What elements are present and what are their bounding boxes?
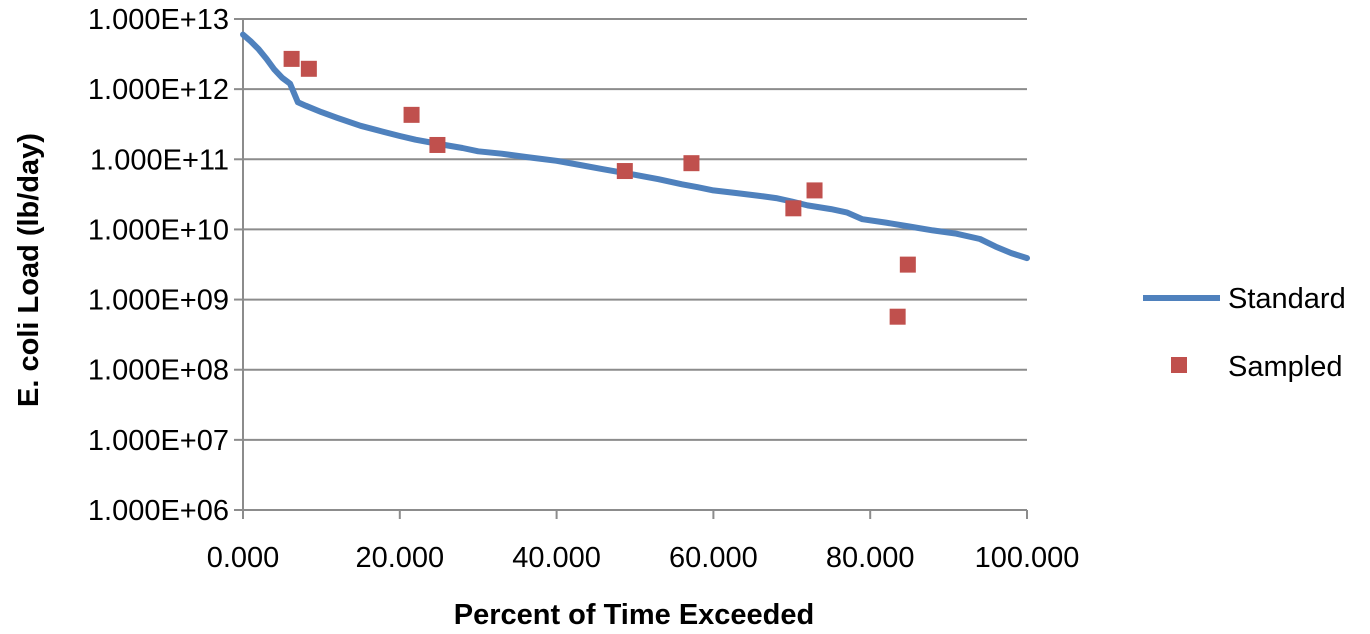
- sampled-point: [899, 256, 916, 273]
- y-tick-label: 1.000E+09: [88, 285, 229, 317]
- x-tick-label: 80.000: [826, 542, 915, 574]
- x-axis-title: Percent of Time Exceeded: [454, 599, 815, 631]
- y-tick-label: 1.000E+11: [90, 144, 229, 176]
- y-tick-label: 1.000E+08: [88, 355, 229, 387]
- y-tick-labels: 1.000E+06 1.000E+07 1.000E+08 1.000E+09 1.00…: [88, 4, 229, 527]
- series-line-standard: [240, 31, 1030, 262]
- sampled-point: [300, 60, 317, 77]
- sampled-point: [616, 163, 633, 180]
- x-tick-label: 60.000: [669, 542, 758, 574]
- legend: Standard Sampled: [1143, 283, 1346, 383]
- x-tick-label: 20.000: [355, 542, 444, 574]
- legend-label-standard: Standard: [1228, 283, 1346, 315]
- sampled-point: [683, 155, 700, 172]
- x-tick-label: 100.000: [975, 542, 1080, 574]
- y-tick-label: 1.000E+13: [88, 4, 229, 36]
- axes: [234, 18, 1028, 519]
- sampled-point: [785, 200, 802, 217]
- y-tick-label: 1.000E+10: [88, 214, 229, 246]
- y-axis-title: E. coli Load (lb/day): [13, 133, 45, 407]
- y-tick-label: 1.000E+07: [88, 425, 229, 457]
- y-tick-label: 1.000E+06: [88, 495, 229, 527]
- sampled-point: [403, 106, 420, 123]
- x-tick-label: 40.000: [512, 542, 601, 574]
- x-tick-labels: 0.000 20.000 40.000 60.000 80.000 100.000: [207, 542, 1080, 574]
- plot-series: [240, 31, 1030, 325]
- legend-marker-swatch: [1171, 357, 1187, 373]
- gridlines: [243, 18, 1027, 441]
- sampled-point: [889, 308, 906, 325]
- sampled-point: [429, 136, 446, 153]
- sampled-point: [806, 182, 823, 199]
- legend-label-sampled: Sampled: [1228, 351, 1342, 383]
- x-tick-label: 0.000: [207, 542, 280, 574]
- y-tick-label: 1.000E+12: [88, 74, 229, 106]
- sampled-point: [283, 50, 300, 67]
